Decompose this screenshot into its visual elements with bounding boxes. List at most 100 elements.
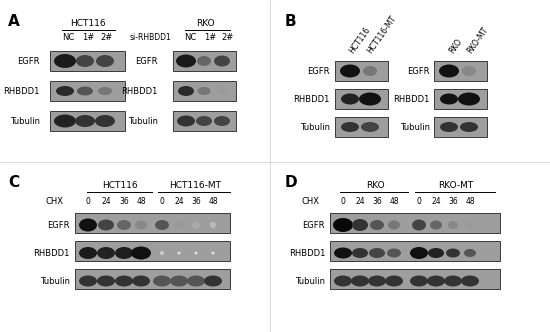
Text: Tubulin: Tubulin: [295, 277, 325, 286]
Ellipse shape: [387, 248, 401, 258]
Text: C: C: [8, 175, 19, 190]
Ellipse shape: [410, 247, 428, 259]
FancyBboxPatch shape: [75, 269, 230, 289]
Text: HCT116: HCT116: [102, 181, 138, 190]
Ellipse shape: [440, 94, 458, 105]
Ellipse shape: [369, 248, 385, 258]
Ellipse shape: [98, 87, 112, 95]
FancyBboxPatch shape: [434, 89, 487, 109]
Text: EGFR: EGFR: [307, 67, 330, 76]
Text: HCT116-MT: HCT116-MT: [169, 181, 221, 190]
Ellipse shape: [464, 249, 476, 257]
Ellipse shape: [361, 122, 379, 132]
Ellipse shape: [97, 276, 115, 287]
Text: EGFR: EGFR: [135, 57, 158, 66]
Text: RHBDD1: RHBDD1: [122, 88, 158, 97]
FancyBboxPatch shape: [75, 213, 230, 233]
Ellipse shape: [444, 276, 462, 287]
Ellipse shape: [79, 247, 97, 259]
Ellipse shape: [351, 276, 369, 287]
Ellipse shape: [428, 248, 444, 258]
Ellipse shape: [461, 276, 479, 287]
Text: A: A: [8, 14, 20, 29]
Ellipse shape: [385, 276, 403, 287]
Text: EGFR: EGFR: [18, 57, 40, 66]
FancyBboxPatch shape: [335, 89, 388, 109]
Ellipse shape: [462, 66, 476, 76]
Text: 48: 48: [389, 198, 399, 207]
Ellipse shape: [176, 54, 196, 67]
Text: CHX: CHX: [46, 198, 64, 207]
Ellipse shape: [177, 116, 195, 126]
Ellipse shape: [155, 220, 169, 230]
Ellipse shape: [410, 276, 428, 287]
Text: HCT116: HCT116: [348, 25, 372, 55]
Text: 0: 0: [86, 198, 90, 207]
Ellipse shape: [77, 87, 93, 96]
Text: 36: 36: [448, 198, 458, 207]
Ellipse shape: [79, 218, 97, 231]
Text: RHBDD1: RHBDD1: [394, 96, 430, 105]
Text: RHBDD1: RHBDD1: [294, 96, 330, 105]
Text: 24: 24: [174, 198, 184, 207]
Ellipse shape: [115, 276, 133, 287]
Text: 2#: 2#: [222, 34, 234, 42]
Ellipse shape: [440, 122, 458, 132]
FancyBboxPatch shape: [173, 111, 236, 131]
Ellipse shape: [439, 64, 459, 77]
Text: NC: NC: [184, 34, 196, 42]
Text: HCT116: HCT116: [70, 19, 106, 28]
Ellipse shape: [214, 55, 230, 66]
Text: 1#: 1#: [82, 34, 94, 42]
Ellipse shape: [54, 54, 76, 68]
Text: 0: 0: [416, 198, 421, 207]
Ellipse shape: [430, 220, 442, 229]
Text: RKO: RKO: [366, 181, 384, 190]
Ellipse shape: [466, 221, 474, 228]
Text: Tubulin: Tubulin: [400, 124, 430, 132]
Text: RHBDD1: RHBDD1: [4, 88, 40, 97]
Ellipse shape: [178, 252, 180, 255]
Ellipse shape: [178, 86, 194, 96]
Ellipse shape: [95, 115, 115, 127]
FancyBboxPatch shape: [330, 241, 500, 261]
Ellipse shape: [214, 116, 230, 126]
Ellipse shape: [341, 122, 359, 132]
Ellipse shape: [352, 219, 368, 231]
Text: RKO-MT: RKO-MT: [438, 181, 474, 190]
Ellipse shape: [54, 115, 76, 127]
Text: D: D: [285, 175, 298, 190]
Text: RHBDD1: RHBDD1: [34, 248, 70, 258]
Text: HCT116-MT: HCT116-MT: [366, 14, 398, 55]
Ellipse shape: [56, 86, 74, 96]
Ellipse shape: [333, 218, 353, 232]
Ellipse shape: [204, 276, 222, 287]
Ellipse shape: [370, 220, 384, 230]
Ellipse shape: [132, 276, 150, 287]
Ellipse shape: [75, 115, 95, 127]
Text: 24: 24: [355, 198, 365, 207]
FancyBboxPatch shape: [434, 117, 487, 137]
Ellipse shape: [458, 93, 480, 106]
Text: RKO: RKO: [448, 37, 464, 55]
Ellipse shape: [192, 221, 200, 228]
Text: si-RHBDD1: si-RHBDD1: [129, 34, 171, 42]
Ellipse shape: [174, 221, 184, 229]
FancyBboxPatch shape: [50, 81, 125, 101]
Ellipse shape: [334, 247, 352, 259]
Ellipse shape: [334, 276, 352, 287]
Ellipse shape: [160, 251, 164, 255]
Text: Tubulin: Tubulin: [128, 118, 158, 126]
FancyBboxPatch shape: [335, 117, 388, 137]
Ellipse shape: [363, 66, 377, 76]
Ellipse shape: [427, 276, 445, 287]
Ellipse shape: [115, 247, 133, 259]
Text: RHBDD1: RHBDD1: [289, 248, 325, 258]
Text: 1#: 1#: [204, 34, 216, 42]
Ellipse shape: [195, 252, 197, 255]
Ellipse shape: [196, 116, 212, 126]
Text: 48: 48: [136, 198, 146, 207]
Text: 36: 36: [119, 198, 129, 207]
Ellipse shape: [153, 276, 171, 287]
Ellipse shape: [97, 247, 115, 259]
